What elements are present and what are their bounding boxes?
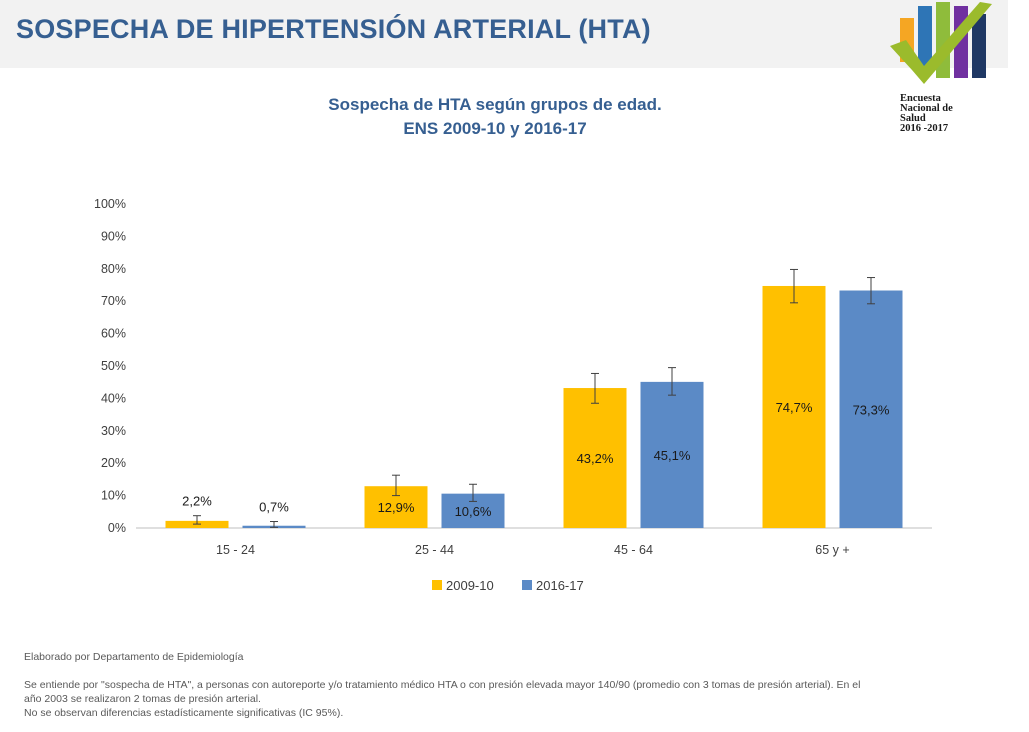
data-label: 12,9%	[378, 500, 415, 515]
ens-logo	[890, 2, 992, 84]
bar-2016-17	[839, 290, 903, 528]
footer-credit: Elaborado por Departamento de Epidemiolo…	[24, 651, 244, 663]
y-tick-label: 0%	[108, 521, 126, 535]
x-tick-label: 25 - 44	[415, 543, 454, 557]
y-tick-label: 40%	[101, 391, 126, 405]
data-label: 73,3%	[853, 402, 890, 417]
logo-bar-2	[918, 6, 932, 68]
bar-2009-10	[563, 388, 627, 528]
logo-line: Salud	[900, 113, 926, 124]
x-tick-label: 65 y +	[815, 543, 849, 557]
y-tick-label: 20%	[101, 456, 126, 470]
header-band: SOSPECHA DE HIPERTENSIÓN ARTERIAL (HTA)	[0, 0, 1008, 68]
x-tick-label: 15 - 24	[216, 543, 255, 557]
y-tick-label: 100%	[94, 197, 126, 211]
page-title: SOSPECHA DE HIPERTENSIÓN ARTERIAL (HTA)	[16, 14, 651, 44]
bar-chart: 0% 10% 20% 30% 40% 50% 60% 70% 80% 90% 100% 15 - 24…	[94, 197, 932, 593]
data-label: 10,6%	[455, 504, 492, 519]
logo-line: 2016 -2017	[900, 123, 949, 134]
logo-line: Encuesta	[900, 93, 941, 104]
legend-label: 2009-10	[446, 578, 494, 593]
data-label: 74,7%	[776, 400, 813, 415]
data-label: 2,2%	[182, 494, 212, 509]
logo-check-icon	[890, 2, 992, 84]
logo-bar-5	[972, 14, 986, 78]
y-tick-label: 70%	[101, 294, 126, 308]
y-tick-label: 90%	[101, 229, 126, 243]
y-tick-label: 60%	[101, 327, 126, 341]
x-tick-label: 45 - 64	[614, 543, 653, 557]
legend-swatch-2009-10	[432, 580, 442, 590]
logo-line: Nacional de	[900, 103, 953, 114]
chart-title-line: Sospecha de HTA según grupos de edad.	[328, 95, 662, 114]
bar-2016-17	[640, 381, 704, 528]
footer-note: Se entiende por "sospecha de HTA", a per…	[24, 679, 861, 691]
footer-notes: Se entiende por "sospecha de HTA", a per…	[24, 678, 1004, 720]
bar-2009-10	[762, 285, 826, 528]
data-label: 45,1%	[654, 448, 691, 463]
footer-note: No se observan diferencias estadísticame…	[24, 707, 344, 719]
y-tick-label: 30%	[101, 424, 126, 438]
legend-label: 2016-17	[536, 578, 584, 593]
footer-note: año 2003 se realizaron 2 tomas de presió…	[24, 693, 261, 705]
chart-title: Sospecha de HTA según grupos de edad. EN…	[250, 93, 740, 141]
data-label: 43,2%	[577, 451, 614, 466]
chart-subtitle-line: ENS 2009-10 y 2016-17	[403, 119, 587, 138]
y-tick-label: 50%	[101, 359, 126, 373]
logo-text: Encuesta Nacional de Salud 2016 -2017	[900, 93, 1000, 134]
data-label: 0,7%	[259, 500, 289, 515]
y-tick-label: 10%	[101, 489, 126, 503]
legend-swatch-2016-17	[522, 580, 532, 590]
y-tick-label: 80%	[101, 262, 126, 276]
